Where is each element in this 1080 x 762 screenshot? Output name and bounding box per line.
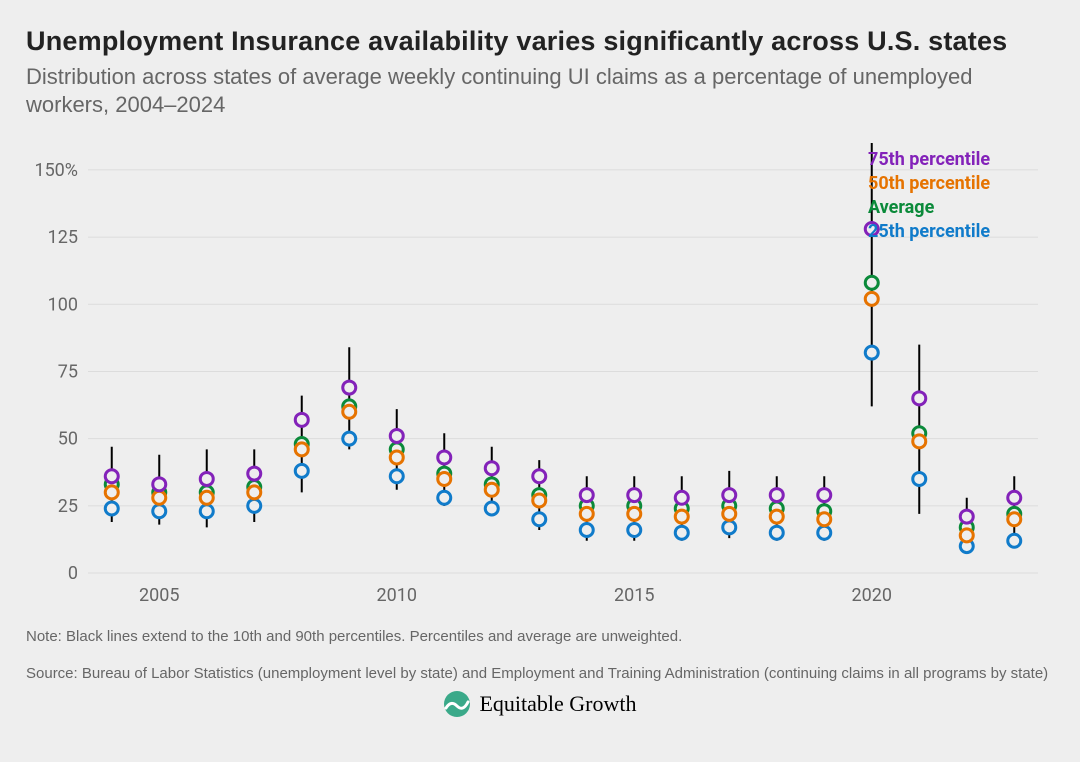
p50-marker xyxy=(533,494,546,507)
p25-marker xyxy=(818,527,831,540)
p75-marker xyxy=(533,470,546,483)
chart-svg: 0 25 50 75 100 125 150% 2005 2010 2015 2020 75th pe… xyxy=(26,133,1054,613)
p50-marker xyxy=(390,451,403,464)
p75-marker xyxy=(200,473,213,486)
p50-marker xyxy=(723,508,736,521)
attribution-label: Equitable Growth xyxy=(479,691,636,717)
chart-note: Note: Black lines extend to the 10th and… xyxy=(26,627,1054,647)
p25-marker xyxy=(580,524,593,537)
p50-marker xyxy=(295,443,308,456)
p75-marker xyxy=(1008,492,1021,505)
p25-marker xyxy=(153,505,166,518)
chart-source: Source: Bureau of Labor Statistics (unem… xyxy=(26,664,1054,684)
p25-marker xyxy=(390,470,403,483)
p25-marker xyxy=(200,505,213,518)
legend-item: 50th percentile xyxy=(868,173,990,194)
p50-marker xyxy=(913,435,926,448)
p50-marker xyxy=(153,492,166,505)
p75-marker xyxy=(960,510,973,523)
legend-item: 25th percentile xyxy=(868,221,990,242)
p75-marker xyxy=(390,430,403,443)
y-axis-tick-label: 150% xyxy=(34,160,78,181)
p50-marker xyxy=(343,406,356,419)
p75-marker xyxy=(248,467,261,480)
p50-marker xyxy=(580,508,593,521)
p25-marker xyxy=(105,502,118,515)
p25-marker xyxy=(533,513,546,526)
p25-marker xyxy=(865,346,878,359)
p25-marker xyxy=(248,500,261,513)
p50-marker xyxy=(438,473,451,486)
p50-marker xyxy=(628,508,641,521)
p50-marker xyxy=(770,510,783,523)
chart-subtitle: Distribution across states of average we… xyxy=(26,63,1054,119)
p75-marker xyxy=(723,489,736,502)
p75-marker xyxy=(105,470,118,483)
x-axis-tick-label: 2005 xyxy=(139,585,179,606)
p75-marker xyxy=(153,478,166,491)
p50-marker xyxy=(818,513,831,526)
attribution: Equitable Growth xyxy=(26,690,1054,718)
p75-marker xyxy=(580,489,593,502)
p75-marker xyxy=(295,414,308,427)
avg-marker xyxy=(865,277,878,290)
p50-marker xyxy=(200,492,213,505)
chart-title: Unemployment Insurance availability vari… xyxy=(26,26,1054,57)
p25-marker xyxy=(628,524,641,537)
p25-marker xyxy=(1008,535,1021,548)
chart-plot-area: 0 25 50 75 100 125 150% 2005 2010 2015 2020 75th pe… xyxy=(26,133,1054,613)
p25-marker xyxy=(438,492,451,505)
p50-marker xyxy=(960,529,973,542)
p75-marker xyxy=(438,451,451,464)
p50-marker xyxy=(485,484,498,497)
x-axis-tick-label: 2015 xyxy=(614,585,654,606)
p25-marker xyxy=(343,432,356,445)
y-axis-tick-label: 50 xyxy=(58,429,78,450)
y-axis-tick-label: 25 xyxy=(58,496,78,517)
figure-container: Unemployment Insurance availability vari… xyxy=(0,0,1080,762)
legend-item: Average xyxy=(868,197,935,218)
p25-marker xyxy=(770,527,783,540)
p50-marker xyxy=(865,293,878,306)
p50-marker xyxy=(1008,513,1021,526)
p25-marker xyxy=(675,527,688,540)
legend-item: 75th percentile xyxy=(868,149,990,170)
p75-marker xyxy=(770,489,783,502)
x-axis-tick-label: 2020 xyxy=(852,585,892,606)
p75-marker xyxy=(818,489,831,502)
y-axis-tick-label: 125 xyxy=(48,227,78,248)
p75-marker xyxy=(913,392,926,405)
p25-marker xyxy=(913,473,926,486)
p50-marker xyxy=(675,510,688,523)
p50-marker xyxy=(248,486,261,499)
y-axis-tick-label: 75 xyxy=(58,362,78,383)
p25-marker xyxy=(295,465,308,478)
p75-marker xyxy=(343,381,356,394)
p75-marker xyxy=(485,462,498,475)
p75-marker xyxy=(628,489,641,502)
y-axis-tick-label: 0 xyxy=(68,563,78,584)
p25-marker xyxy=(723,521,736,534)
y-axis-tick-label: 100 xyxy=(48,295,78,316)
p25-marker xyxy=(485,502,498,515)
legend: 75th percentile 50th percentile Average 25t… xyxy=(868,149,990,242)
p50-marker xyxy=(105,486,118,499)
equitable-growth-logo-icon xyxy=(443,690,471,718)
x-axis-tick-label: 2010 xyxy=(377,585,417,606)
p75-marker xyxy=(675,492,688,505)
